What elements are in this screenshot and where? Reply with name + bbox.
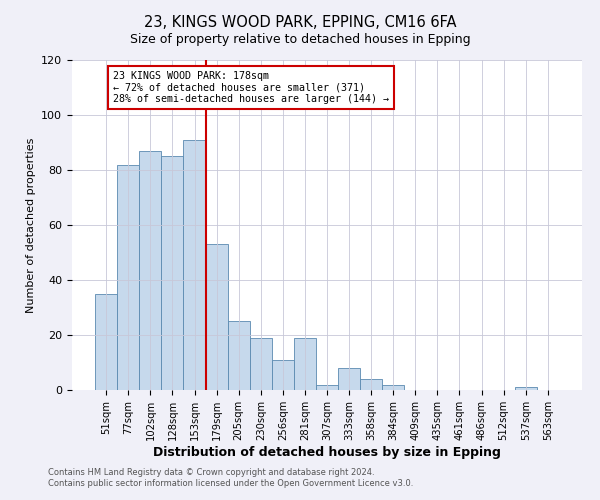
Text: 23 KINGS WOOD PARK: 178sqm
← 72% of detached houses are smaller (371)
28% of sem: 23 KINGS WOOD PARK: 178sqm ← 72% of deta… (113, 71, 389, 104)
Bar (316, 384, 338, 390)
Bar (206, 244, 227, 390)
Text: Size of property relative to detached houses in Epping: Size of property relative to detached ho… (130, 32, 470, 46)
Bar (161, 156, 184, 390)
Bar (227, 322, 250, 390)
Text: Contains HM Land Registry data © Crown copyright and database right 2024.
Contai: Contains HM Land Registry data © Crown c… (48, 468, 413, 487)
X-axis label: Distribution of detached houses by size in Epping: Distribution of detached houses by size … (153, 446, 501, 458)
Y-axis label: Number of detached properties: Number of detached properties (26, 138, 35, 312)
Bar (95, 294, 117, 390)
Bar (117, 164, 139, 390)
Bar (184, 140, 206, 390)
Bar (294, 338, 316, 390)
Bar (515, 387, 537, 390)
Bar (272, 360, 294, 390)
Text: 23, KINGS WOOD PARK, EPPING, CM16 6FA: 23, KINGS WOOD PARK, EPPING, CM16 6FA (144, 15, 456, 30)
Bar (250, 338, 272, 390)
Bar (382, 384, 404, 390)
Bar (360, 379, 382, 390)
Bar (338, 368, 360, 390)
Bar (139, 151, 161, 390)
